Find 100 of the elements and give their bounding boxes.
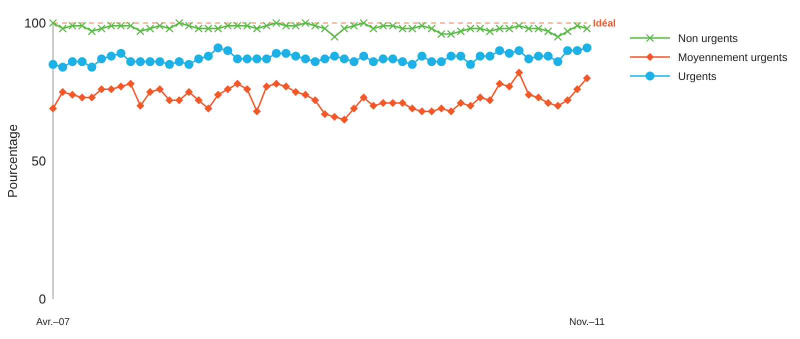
y-tick-label: 0 [38,292,46,307]
point [340,116,348,124]
point [418,22,426,30]
point [58,88,67,96]
point [184,22,194,30]
point [398,57,408,66]
point [572,46,582,56]
legend-label: Moyennement urgents [678,52,788,64]
point [166,96,174,104]
point [49,104,57,113]
point [184,60,194,69]
point [116,82,125,90]
point [446,52,456,61]
point [359,52,368,61]
point [204,104,212,113]
point [330,32,339,41]
point [184,88,193,96]
point [97,54,106,64]
point [350,22,358,30]
point [427,57,436,66]
point [553,57,562,66]
point [204,52,213,61]
point [224,85,232,94]
point [436,57,446,66]
point [320,110,329,118]
point [466,102,474,110]
point [87,62,96,72]
point [466,60,475,69]
point [456,52,466,61]
point [88,27,96,36]
point [262,22,271,30]
point [505,82,514,90]
point [146,88,154,96]
point [282,48,291,58]
point [340,54,349,64]
y-tick-label: 100 [24,16,46,31]
y-axis-title: Pourcentage [5,124,20,198]
point [583,74,591,82]
x-tick-label: Avr.–07 [36,317,70,328]
point [272,48,281,58]
point [136,27,144,36]
point [378,54,388,64]
point [360,94,368,102]
point [486,96,494,104]
point [272,80,280,88]
point [514,46,524,56]
point [232,54,242,64]
point [97,24,106,33]
point [368,57,378,66]
point [582,24,592,33]
point [291,52,300,61]
point [136,102,144,110]
point [496,80,504,88]
point [330,112,339,121]
point [379,99,388,108]
point [360,18,368,28]
point [563,27,572,36]
point [126,57,136,66]
point [320,24,329,33]
point [156,22,164,30]
point [252,54,262,64]
point [106,52,116,61]
point [98,85,106,94]
point [242,54,252,64]
point [146,57,155,66]
point [486,27,494,36]
point [262,54,272,64]
point [563,46,572,56]
point [107,85,116,94]
ref-line-label: Idéal [593,18,616,30]
point [350,104,358,113]
point [524,54,534,64]
point [68,90,76,99]
point [311,22,320,30]
point [48,18,58,28]
point [476,52,485,61]
point [233,80,242,88]
point [155,57,164,66]
point [544,52,553,61]
point [88,94,96,102]
point [582,43,592,52]
point [136,57,145,66]
point [447,107,456,116]
legend-label: Urgents [678,70,718,83]
point [369,102,378,110]
point [417,52,426,61]
point [252,107,261,116]
point [214,90,222,99]
point [428,24,436,33]
point [243,85,252,94]
point [58,24,67,33]
point [573,85,582,94]
point [544,27,552,36]
point [330,52,340,61]
point [116,48,126,58]
point [485,52,494,61]
point [165,24,174,33]
point [408,104,416,113]
point [418,107,426,116]
point [573,22,582,30]
